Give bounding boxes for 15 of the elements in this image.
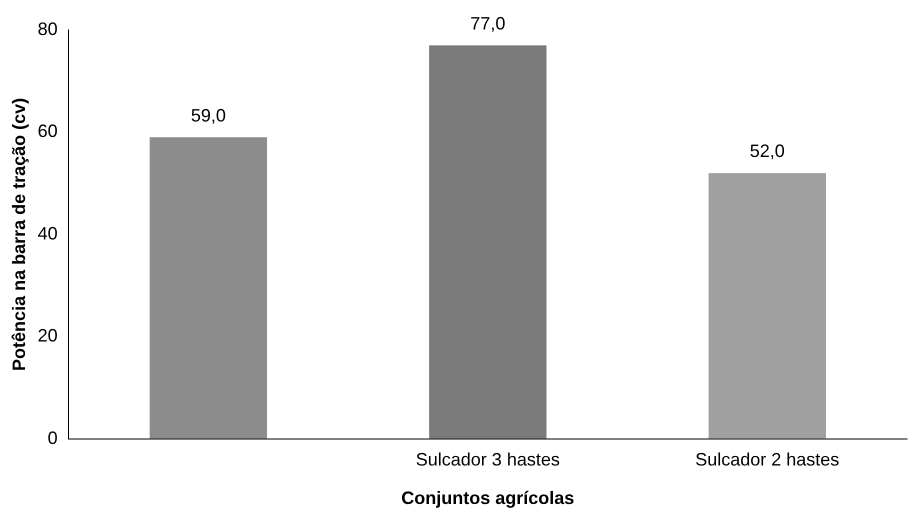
x-tick-label: Sulcador 2 hastes xyxy=(695,450,840,470)
y-tick-label: 40 xyxy=(38,223,58,244)
y-tick-label: 80 xyxy=(38,18,58,39)
data-label: 59,0 xyxy=(190,105,226,126)
data-label: 77,0 xyxy=(470,13,506,34)
y-tick-label: 60 xyxy=(38,121,58,142)
data-label: 52,0 xyxy=(750,141,785,162)
bar xyxy=(429,45,546,439)
bar xyxy=(150,137,268,439)
y-tick-label: 20 xyxy=(38,326,58,346)
bar xyxy=(708,173,826,439)
x-tick-label: Sulcador 3 hastes xyxy=(416,450,560,470)
y-axis-title: Potência na barra de tração (cv) xyxy=(8,98,29,371)
x-axis-title: Conjuntos agrícolas xyxy=(401,488,574,508)
y-tick-label: 0 xyxy=(48,428,58,448)
